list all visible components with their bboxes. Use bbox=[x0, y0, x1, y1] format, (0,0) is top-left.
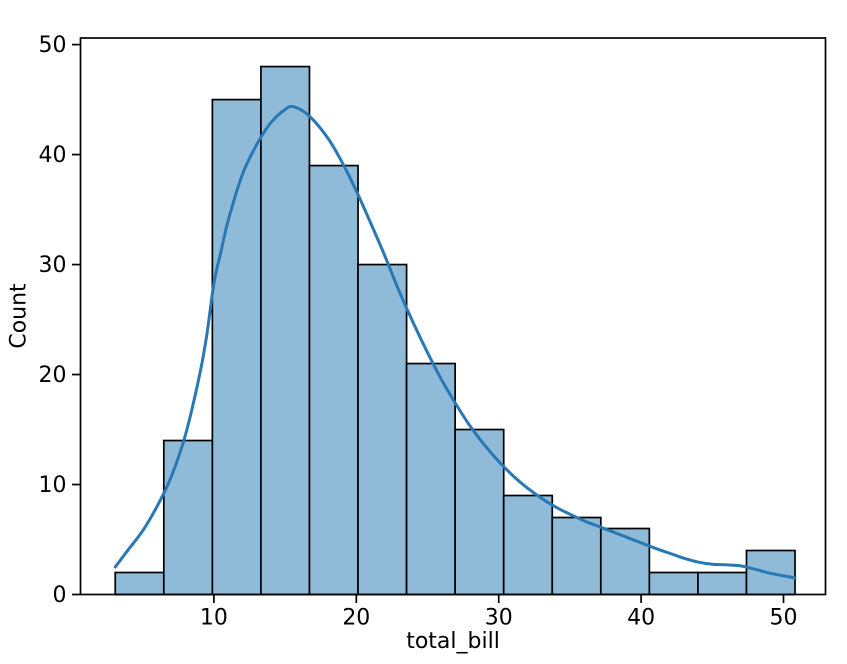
histogram-bar bbox=[260, 65, 311, 596]
y-tick-label: 30 bbox=[39, 253, 67, 278]
histogram-bar bbox=[454, 428, 505, 596]
x-tick-label: 20 bbox=[342, 606, 370, 631]
plot-spines bbox=[79, 37, 827, 596]
x-tick-label: 10 bbox=[200, 606, 228, 631]
histogram-bar bbox=[599, 527, 651, 596]
x-tick-label: 50 bbox=[769, 606, 797, 631]
x-tick-label: 30 bbox=[485, 606, 513, 631]
histogram-bar bbox=[114, 571, 165, 596]
histogram-bar bbox=[162, 439, 214, 596]
x-tick-label: 40 bbox=[627, 606, 655, 631]
y-tick-label: 50 bbox=[39, 33, 67, 58]
y-axis-label: Count bbox=[6, 283, 32, 349]
y-tick-label: 20 bbox=[39, 363, 67, 388]
x-axis-label: total_bill bbox=[406, 629, 500, 654]
y-tick-label: 10 bbox=[39, 473, 67, 498]
y-tick-label: 40 bbox=[39, 143, 67, 168]
histogram-bar bbox=[551, 516, 602, 596]
histogram-bar bbox=[357, 263, 408, 596]
y-tick-label: 0 bbox=[53, 583, 67, 608]
histogram-bar bbox=[697, 571, 748, 596]
histogram-bar bbox=[405, 362, 456, 596]
histogram-bar bbox=[308, 164, 359, 596]
kde-curve bbox=[113, 104, 797, 580]
histogram-bar bbox=[211, 98, 262, 596]
histogram-bar bbox=[502, 494, 554, 596]
histogram-bar bbox=[648, 571, 699, 596]
